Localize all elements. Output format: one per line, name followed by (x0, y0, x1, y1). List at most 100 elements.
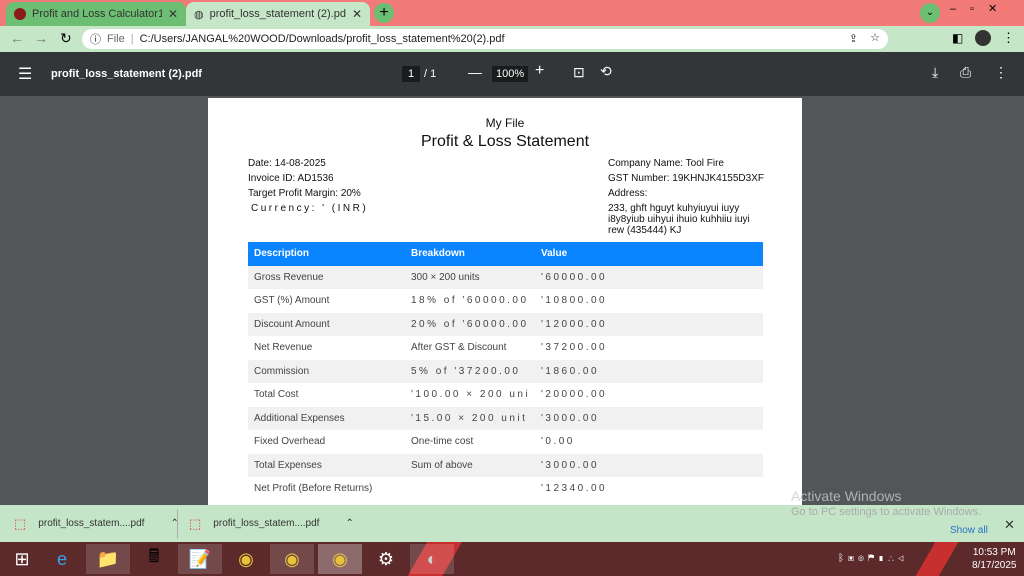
table-row: Net Profit (Before Returns) '12340.00 (248, 477, 763, 501)
page-number-input[interactable]: 1 (402, 66, 421, 82)
zoom-in-button[interactable]: + (535, 62, 545, 79)
description-cell: Commission (248, 359, 405, 383)
back-icon[interactable]: ← (10, 30, 24, 46)
description-cell: Net Revenue (254, 342, 313, 354)
activation-watermark: Activate Windows (791, 488, 902, 504)
tab-bar: Profit and Loss Calculator100% F ✕ ◍ pro… (0, 0, 1024, 26)
system-tray-icons[interactable]: ᛒ▣◎⚑▮∴◁ (838, 553, 908, 564)
site-favicon-icon (14, 8, 26, 20)
taskbar: ⊞ e 📁 🖩 📝 ◉ ◉ ◉ ⚙ ◐ ᛒ▣◎⚑▮∴◁ 10:53 PM 8/1… (0, 542, 1024, 576)
share-icon[interactable]: ⇪ (848, 33, 858, 45)
start-button[interactable]: ⊞ (14, 548, 30, 569)
file-explorer-icon[interactable]: 📁 (86, 544, 130, 574)
download-filename: profit_loss_statem....pdf (38, 518, 145, 529)
reload-icon[interactable]: ↻ (60, 30, 72, 46)
profile-avatar[interactable] (975, 30, 991, 46)
tab-pdf[interactable]: ◍ profit_loss_statement (2).pdf ✕ (186, 2, 370, 26)
pdf-file-icon: ⬚ (189, 515, 202, 531)
value-cell: '37200.00 (541, 342, 608, 354)
address-bar[interactable]: ⓘ File | C:/Users/JANGAL%20WOOD/Download… (82, 29, 888, 49)
forward-icon[interactable]: → (34, 30, 48, 46)
target-margin: Target Profit Margin: 20% (248, 188, 361, 199)
fit-page-icon[interactable]: ⊡ (573, 64, 585, 80)
clock[interactable]: 10:53 PM 8/17/2025 (972, 546, 1017, 572)
breakdown-cell: '100.00 × 200 uni (411, 389, 531, 401)
downloads-bar: ⬚ profit_loss_statem....pdf ⌃ ⬚ profit_l… (0, 505, 1024, 542)
address-line: rew (435444) KJ (608, 225, 682, 236)
tab-label: profit_loss_statement (2).pdf (209, 8, 346, 20)
menu-icon[interactable]: ⋮ (1002, 30, 1015, 45)
table-row: Commission 5% of '37200.00'1860.00 (248, 359, 763, 383)
value-cell: '3000.00 (535, 406, 763, 430)
clock-date: 8/17/2025 (972, 560, 1017, 571)
bookmark-star-icon[interactable]: ☆ (870, 32, 880, 44)
value-cell: '20000.00 (541, 389, 608, 401)
chrome-profile-icon[interactable]: ◉ (270, 544, 314, 574)
more-icon[interactable]: ⋮ (994, 64, 1008, 80)
breakdown-cell: '15.00 × 200 unit (405, 406, 535, 430)
pdf-title: profit_loss_statement (2).pdf (51, 68, 202, 80)
url-scheme: File (107, 33, 125, 45)
download-item[interactable]: ⬚ profit_loss_statem....pdf ⌃ (189, 505, 354, 542)
chrome-active-icon[interactable]: ◉ (318, 544, 362, 574)
value-cell: '3000.00 (535, 453, 763, 477)
pl-table: Description Breakdown Value Gross Revenu… (248, 242, 763, 501)
url-text: C:/Users/JANGAL%20WOOD/Downloads/profit_… (139, 33, 505, 45)
ie-icon[interactable]: e (56, 548, 67, 569)
pdf-file-icon: ⬚ (14, 515, 27, 531)
pdf-page: My File Profit & Loss Statement Date: 14… (208, 98, 802, 505)
speaker-app-icon[interactable]: ◐ (410, 544, 454, 574)
invoice-meta: Date: 14-08-2025 Invoice ID: AD1536 Targ… (248, 156, 368, 216)
description-cell: Fixed Overhead (254, 436, 326, 448)
chevron-up-icon[interactable]: ⌃ (170, 518, 179, 529)
close-icon[interactable]: ✕ (1004, 517, 1015, 532)
clock-time: 10:53 PM (972, 547, 1016, 558)
download-icon[interactable]: ⤓ (932, 64, 939, 80)
address-line: i8y8yiub uihyui ihuio kuhhiiu iuyi (608, 214, 750, 225)
value-cell: '10800.00 (541, 295, 608, 307)
breakdown-cell: Sum of above (405, 453, 535, 477)
table-row: Gross Revenue 300 × 200 units '60000.00 (248, 265, 763, 289)
breakdown-cell (405, 477, 535, 501)
hamburger-menu-icon[interactable]: ☰ (18, 66, 33, 83)
description-cell: GST (%) Amount (254, 295, 330, 307)
window-controls[interactable]: –▫✕ (950, 3, 1012, 15)
tab-search-button[interactable]: ⌄ (920, 3, 940, 23)
activation-watermark-sub: Go to PC settings to activate Windows. (791, 506, 982, 518)
invoice-id: Invoice ID: AD1536 (248, 173, 334, 184)
description-cell: Discount Amount (248, 312, 405, 336)
sidebar-icon[interactable]: ◧ (952, 31, 964, 45)
settings-icon[interactable]: ⚙ (377, 548, 395, 569)
table-row: Discount Amount 20% of '60000.00'12000.00 (248, 312, 763, 336)
tab-calculator[interactable]: Profit and Loss Calculator100% F ✕ (6, 2, 186, 26)
column-header: Description (248, 242, 405, 266)
calculator-icon[interactable]: 🖩 (148, 546, 160, 566)
chevron-up-icon[interactable]: ⌃ (345, 518, 354, 529)
download-item[interactable]: ⬚ profit_loss_statem....pdf ⌃ (14, 505, 179, 542)
print-icon[interactable]: ⎙ (960, 64, 972, 80)
notepad-icon[interactable]: 📝 (178, 544, 222, 574)
rotate-icon[interactable]: ⟲ (600, 63, 612, 79)
address-line: 233, ghft hguyt kuhyiuyui iuyy (608, 203, 740, 214)
description-cell: Gross Revenue (248, 265, 405, 289)
breakdown-cell: 18% of '60000.00 (411, 295, 529, 307)
value-cell: '12340.00 (541, 483, 608, 495)
description-cell: Additional Expenses (248, 406, 405, 430)
value-cell: '1860.00 (535, 359, 763, 383)
document-title: Profit & Loss Statement (420, 133, 590, 150)
value-cell: '12000.00 (535, 312, 763, 336)
breakdown-cell: One-time cost (411, 436, 474, 448)
company-meta: Company Name: Tool Fire GST Number: 19KH… (608, 156, 764, 236)
column-header: Breakdown (405, 242, 535, 266)
page-total: / 1 (424, 68, 437, 80)
download-filename: profit_loss_statem....pdf (213, 518, 320, 529)
zoom-out-button[interactable]: — (468, 64, 482, 80)
address-label: Address: (608, 188, 648, 199)
new-tab-button[interactable]: + (374, 3, 394, 23)
chrome-icon[interactable]: ◉ (238, 548, 254, 569)
show-all-button[interactable]: Show all (950, 525, 988, 536)
zoom-input[interactable]: 100% (492, 66, 529, 82)
close-icon[interactable]: ✕ (351, 7, 362, 21)
value-cell: '0.00 (541, 436, 575, 448)
close-icon[interactable]: ✕ (167, 7, 178, 21)
